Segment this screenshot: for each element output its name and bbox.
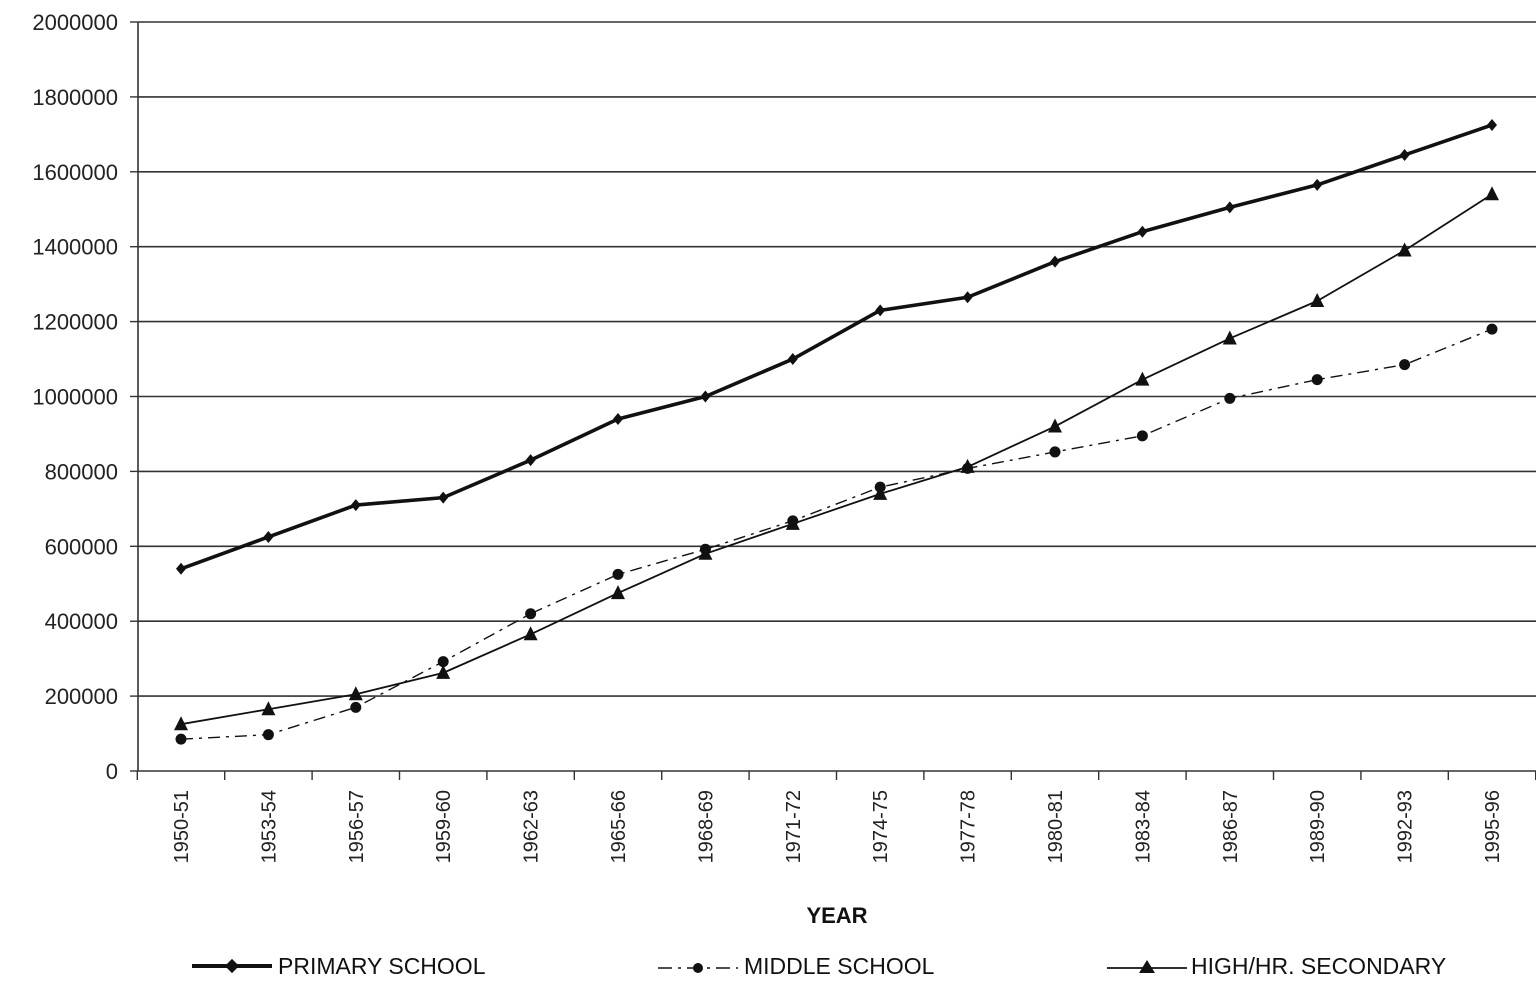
- legend-marker-middle: [693, 963, 703, 973]
- legend: PRIMARY SCHOOL MIDDLE SCHOOL HIGH/HR. SE…: [192, 953, 1446, 979]
- data-point-diamond: [263, 530, 274, 543]
- data-point-triangle: [611, 585, 625, 600]
- data-point-triangle: [174, 716, 188, 731]
- x-tick-label: 1962-63: [521, 790, 543, 863]
- legend-item-middle: MIDDLE SCHOOL: [658, 953, 935, 979]
- y-tick-label: 200000: [45, 684, 118, 709]
- data-point-diamond: [176, 562, 186, 575]
- series-line-diamond: [180, 123, 1493, 571]
- x-tick-label: 1983-84: [1132, 790, 1154, 863]
- data-point-circle: [1049, 446, 1061, 458]
- legend-label-primary: PRIMARY SCHOOL: [278, 953, 486, 979]
- series-line-circle: [180, 328, 1493, 740]
- x-tick-labels: 1950-51 1953-54 1956-57 1959-60 1962-63 1965-…: [171, 790, 1504, 863]
- data-point-diamond: [350, 499, 361, 512]
- data-point-circle: [262, 729, 274, 741]
- legend-label-middle: MIDDLE SCHOOL: [744, 953, 935, 979]
- data-point-diamond: [1312, 178, 1323, 191]
- data-point-triangle: [1310, 293, 1325, 308]
- gridlines: [138, 21, 1536, 697]
- data-point-triangle: [698, 545, 713, 560]
- y-tick-label: 0: [106, 759, 118, 784]
- data-point-diamond: [787, 353, 798, 366]
- legend-item-primary: PRIMARY SCHOOL: [192, 953, 486, 979]
- series-lines: [174, 118, 1499, 745]
- y-tick-label: 2000000: [32, 10, 118, 35]
- x-tick-label: 1986-87: [1220, 790, 1242, 863]
- data-point-diamond: [1137, 225, 1148, 238]
- data-point-triangle: [261, 701, 276, 716]
- x-tick-label: 1959-60: [433, 790, 455, 863]
- series-line-triangle: [180, 193, 1493, 726]
- data-point-diamond: [1050, 255, 1060, 268]
- data-point-diamond: [613, 412, 623, 425]
- legend-item-high: HIGH/HR. SECONDARY: [1107, 953, 1446, 979]
- x-tick-label: 1992-93: [1395, 790, 1417, 863]
- data-point-diamond: [1224, 201, 1235, 214]
- y-tick-label: 1600000: [32, 160, 118, 185]
- data-point-circle: [1224, 392, 1236, 404]
- data-point-circle: [437, 656, 449, 668]
- data-point-triangle: [785, 515, 800, 530]
- x-tick-label: 1968-69: [695, 790, 717, 863]
- y-tick-label: 1000000: [32, 385, 118, 410]
- data-point-circle: [1399, 359, 1411, 371]
- data-point-diamond: [1399, 148, 1410, 161]
- legend-label-high: HIGH/HR. SECONDARY: [1191, 953, 1446, 979]
- legend-marker-high: [1139, 960, 1155, 973]
- y-tick-label: 1200000: [32, 310, 118, 335]
- data-point-triangle: [1222, 330, 1237, 345]
- y-tick-labels: 0 200000 400000 600000 800000 1000000 1200000 1…: [32, 10, 118, 784]
- data-point-triangle: [1397, 242, 1412, 257]
- x-tick-label: 1980-81: [1045, 790, 1067, 863]
- data-point-triangle: [436, 664, 451, 679]
- data-point-diamond: [438, 491, 449, 504]
- x-tick-label: 1974-75: [870, 790, 892, 863]
- data-point-triangle: [1048, 418, 1062, 433]
- data-point-circle: [525, 608, 537, 620]
- y-tick-label: 600000: [45, 534, 118, 559]
- data-point-triangle: [523, 626, 538, 641]
- data-point-triangle: [873, 485, 888, 500]
- data-point-triangle: [348, 686, 363, 701]
- data-point-triangle: [960, 458, 975, 473]
- data-point-circle: [612, 568, 624, 580]
- x-axis-title: YEAR: [806, 903, 867, 928]
- y-tick-label: 800000: [45, 459, 118, 484]
- y-tick-label: 1800000: [32, 85, 118, 110]
- data-point-diamond: [875, 304, 886, 317]
- data-point-triangle: [1485, 186, 1499, 201]
- y-tick-label: 1400000: [32, 235, 118, 260]
- x-tick-label: 1977-78: [958, 790, 980, 863]
- legend-marker-primary: [224, 958, 240, 974]
- data-point-circle: [175, 733, 187, 745]
- data-point-circle: [1486, 323, 1498, 335]
- x-tick-label: 1971-72: [783, 790, 805, 863]
- data-point-circle: [1311, 374, 1323, 386]
- x-tick-label: 1989-90: [1307, 790, 1329, 863]
- data-point-circle: [350, 701, 362, 713]
- x-tick-label: 1953-54: [258, 790, 280, 863]
- data-point-diamond: [1487, 118, 1497, 131]
- axes: [130, 21, 1536, 780]
- data-point-diamond: [962, 291, 973, 304]
- data-point-diamond: [700, 390, 711, 403]
- data-point-diamond: [525, 454, 536, 467]
- x-tick-label: 1965-66: [608, 790, 630, 863]
- data-point-triangle: [1135, 371, 1150, 386]
- x-tick-label: 1950-51: [171, 790, 193, 863]
- x-tick-label: 1995-96: [1482, 790, 1504, 863]
- x-tick-label: 1956-57: [346, 790, 368, 863]
- data-point-circle: [1136, 430, 1148, 442]
- y-tick-label: 400000: [45, 609, 118, 634]
